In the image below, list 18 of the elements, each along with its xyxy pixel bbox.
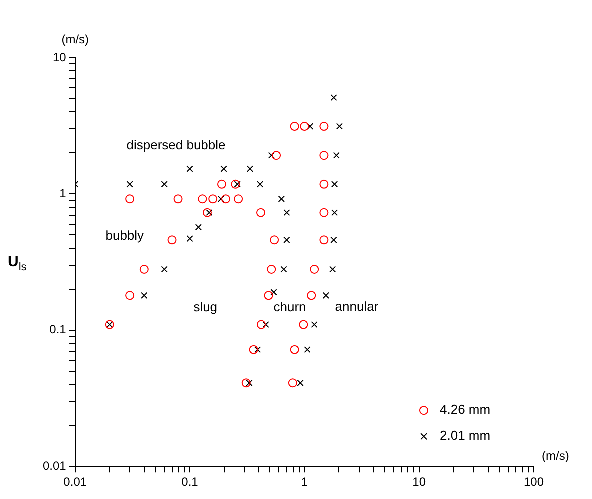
x-tick-label: 10 <box>412 475 426 490</box>
x-tick-label: 1 <box>301 475 308 490</box>
y-tick-label: 10 <box>52 50 67 64</box>
x-tick-label: 100 <box>524 475 544 490</box>
legend-label: 4.26 mm <box>440 402 491 418</box>
y-tick-label: 0.1 <box>50 322 67 337</box>
annotation: annular <box>335 298 380 314</box>
x-tick-label: 0.1 <box>182 475 199 490</box>
text: (m/s) <box>62 32 90 46</box>
y-tick-label: 0.01 <box>42 458 67 473</box>
x-tick-label: 0.01 <box>64 475 88 490</box>
x-axis-title: (m/s) <box>542 448 570 463</box>
annotation: bubbly <box>106 228 145 244</box>
annotation: churn <box>274 300 306 315</box>
annotation: slug <box>194 300 218 315</box>
legend-label: 2.01 mm <box>440 428 491 444</box>
annotation: dispersed bubble <box>126 137 226 152</box>
y-tick-label: 1 <box>60 186 67 201</box>
